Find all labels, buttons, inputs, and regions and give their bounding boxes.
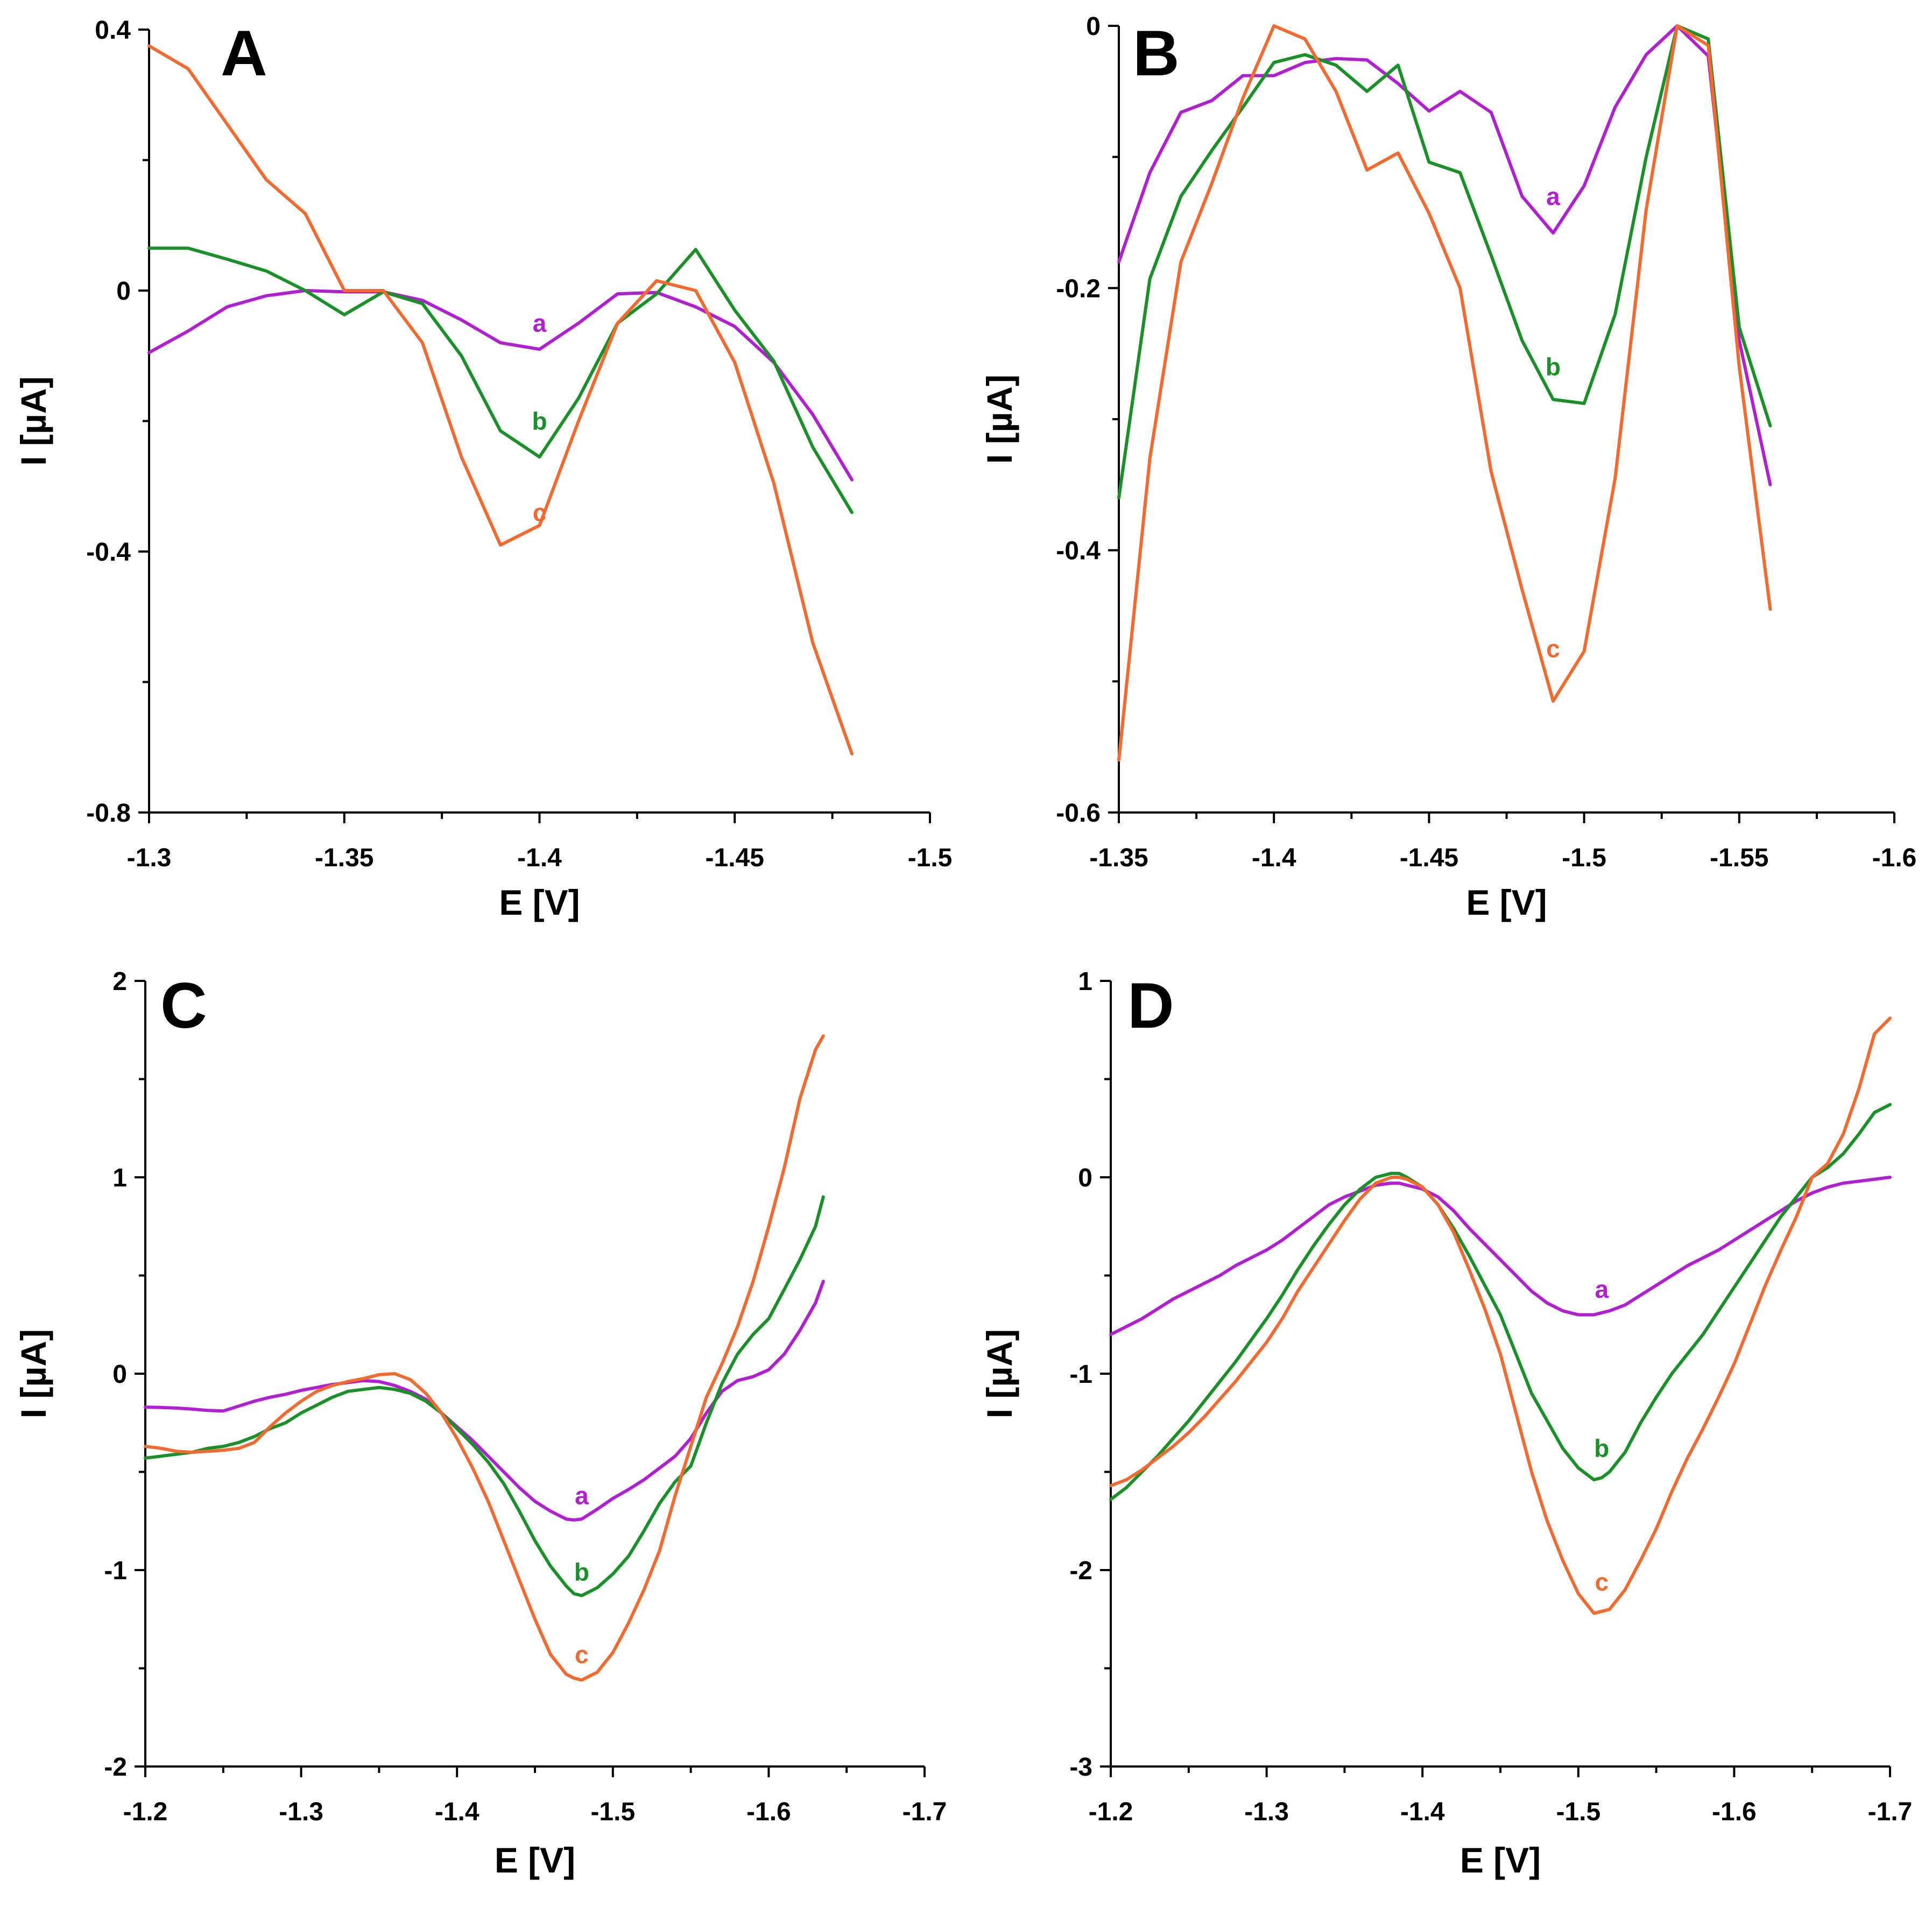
series-line-c [1117, 24, 1772, 762]
x-axis-title: E [V] [499, 882, 580, 922]
x-tick-label: -1.4 [517, 844, 562, 872]
x-tick-label: -1.4 [1400, 1798, 1445, 1826]
x-tick-label: -1.3 [1244, 1798, 1289, 1826]
series-line-a [1117, 24, 1772, 486]
x-tick-label: -1.55 [1710, 844, 1768, 872]
series-label-a: a [575, 1481, 589, 1509]
series-label-c: c [1546, 634, 1560, 662]
series-label-a: a [1595, 1275, 1609, 1303]
y-axis-title: I [µA] [979, 1329, 1019, 1418]
y-tick-label: 1 [112, 1164, 127, 1192]
y-tick-label: 0 [112, 1360, 127, 1389]
y-tick-label: -0.6 [1056, 799, 1101, 828]
x-tick-label: -1.7 [1868, 1798, 1913, 1826]
x-tick-label: -1.6 [1712, 1798, 1757, 1826]
series-line-c [144, 1034, 825, 1682]
panel-letter: C [160, 970, 207, 1042]
y-tick-label: -0.2 [1056, 274, 1101, 303]
x-tick-label: -1.45 [1400, 844, 1458, 872]
x-axis-title: E [V] [1460, 1840, 1541, 1880]
panel-b: -1.35 -1.4 -1.45 -1.5 -1.55 -1.6 -0.6 -0.4 -0.2 0… [979, 12, 1916, 922]
x-tick-label: -1.7 [902, 1798, 947, 1826]
panel-a: -1.3 -1.35 -1.4 -1.45 -1.5 -0.8 -0.4 0 0.4 E [V] I… [13, 16, 952, 922]
series-line-a [144, 1280, 825, 1522]
series-label-b: b [1546, 353, 1561, 381]
y-tick-label: -2 [1069, 1557, 1092, 1585]
x-tick-label: -1.35 [1089, 844, 1148, 872]
x-tick-label: -1.35 [315, 844, 373, 872]
panel-c: -1.2 -1.3 -1.4 -1.5 -1.6 -1.7 -2 -1 0 1 2 E [V] I [µ… [13, 967, 947, 1880]
series-line-c [1109, 1016, 1892, 1615]
series-line-c [147, 44, 854, 755]
series-label-b: b [1594, 1434, 1609, 1462]
y-tick-label: -0.4 [86, 538, 131, 567]
series-line-a [147, 289, 854, 482]
series-line-a [1109, 1176, 1892, 1336]
y-axis-title: I [µA] [13, 1329, 53, 1418]
y-tick-label: 0 [1078, 1164, 1092, 1192]
x-tick-label: -1.5 [1562, 844, 1606, 872]
series-label-c: c [1595, 1568, 1609, 1596]
x-tick-label: -1.2 [1089, 1798, 1133, 1826]
x-tick-label: -1.4 [435, 1798, 480, 1826]
panel-letter: B [1133, 17, 1180, 89]
y-tick-label: -2 [104, 1753, 127, 1782]
y-tick-label: -1 [1069, 1360, 1092, 1389]
y-tick-label: 2 [112, 967, 127, 996]
y-tick-label: -0.4 [1056, 537, 1101, 566]
series-label-a: a [1546, 182, 1560, 210]
panel-d: -1.2 -1.3 -1.4 -1.5 -1.6 -1.7 -3 -2 -1 0 1 E [V] I [… [979, 967, 1912, 1880]
x-tick-label: -1.5 [1556, 1798, 1600, 1826]
series-label-b: b [574, 1558, 589, 1586]
series-line-b [1109, 1103, 1892, 1501]
x-tick-label: -1.45 [706, 844, 764, 872]
y-tick-label: 1 [1078, 967, 1092, 996]
x-tick-label: -1.6 [1872, 844, 1917, 872]
y-tick-label: 0 [116, 277, 131, 306]
y-tick-label: 0.4 [95, 16, 131, 45]
x-tick-label: -1.3 [279, 1798, 323, 1826]
x-tick-label: -1.3 [127, 844, 172, 872]
y-axis-title: I [µA] [979, 374, 1019, 464]
y-tick-label: -0.8 [86, 799, 131, 828]
series-line-b [147, 246, 854, 514]
x-tick-label: -1.2 [123, 1798, 168, 1826]
x-axis-title: E [V] [495, 1840, 575, 1880]
series-label-b: b [532, 407, 547, 435]
x-tick-label: -1.5 [590, 1798, 635, 1826]
x-tick-label: -1.5 [908, 844, 953, 872]
y-tick-label: -1 [104, 1557, 127, 1585]
y-tick-label: 0 [1086, 12, 1101, 41]
y-tick-label: -3 [1069, 1753, 1092, 1782]
series-line-b [144, 1195, 825, 1598]
y-axis-title: I [µA] [13, 376, 53, 465]
panel-letter: D [1127, 970, 1174, 1042]
series-label-c: c [575, 1641, 589, 1669]
x-tick-label: -1.6 [746, 1798, 791, 1826]
panel-letter: A [221, 17, 267, 89]
x-axis-title: E [V] [1466, 882, 1547, 922]
x-tick-label: -1.4 [1252, 844, 1296, 872]
series-label-a: a [533, 309, 547, 337]
series-line-b [1117, 24, 1772, 500]
series-label-c: c [533, 498, 547, 526]
